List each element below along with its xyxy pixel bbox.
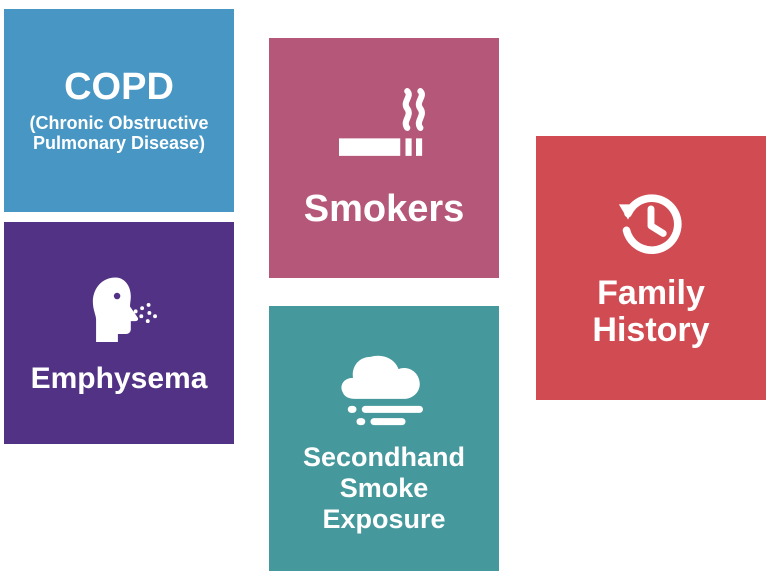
secondhand-title: Secondhand Smoke Exposure: [281, 442, 487, 535]
tile-copd: COPD (Chronic Obstructive Pulmonary Dise…: [4, 9, 234, 212]
cigarette-icon: [332, 85, 437, 174]
smog-icon: [332, 342, 437, 431]
history-clock-icon: [606, 186, 696, 263]
copd-subtitle: (Chronic Obstructive Pulmonary Disease): [16, 113, 222, 154]
emphysema-title: Emphysema: [31, 362, 208, 395]
tile-emphysema: Emphysema: [4, 222, 234, 444]
smokers-title: Smokers: [304, 189, 465, 231]
tile-smokers: Smokers: [269, 38, 499, 278]
tile-secondhand: Secondhand Smoke Exposure: [269, 306, 499, 571]
tile-family-history: Family History: [536, 136, 766, 400]
copd-title: COPD: [64, 67, 174, 109]
family-title: Family History: [548, 275, 754, 350]
cough-head-icon: [72, 271, 167, 352]
